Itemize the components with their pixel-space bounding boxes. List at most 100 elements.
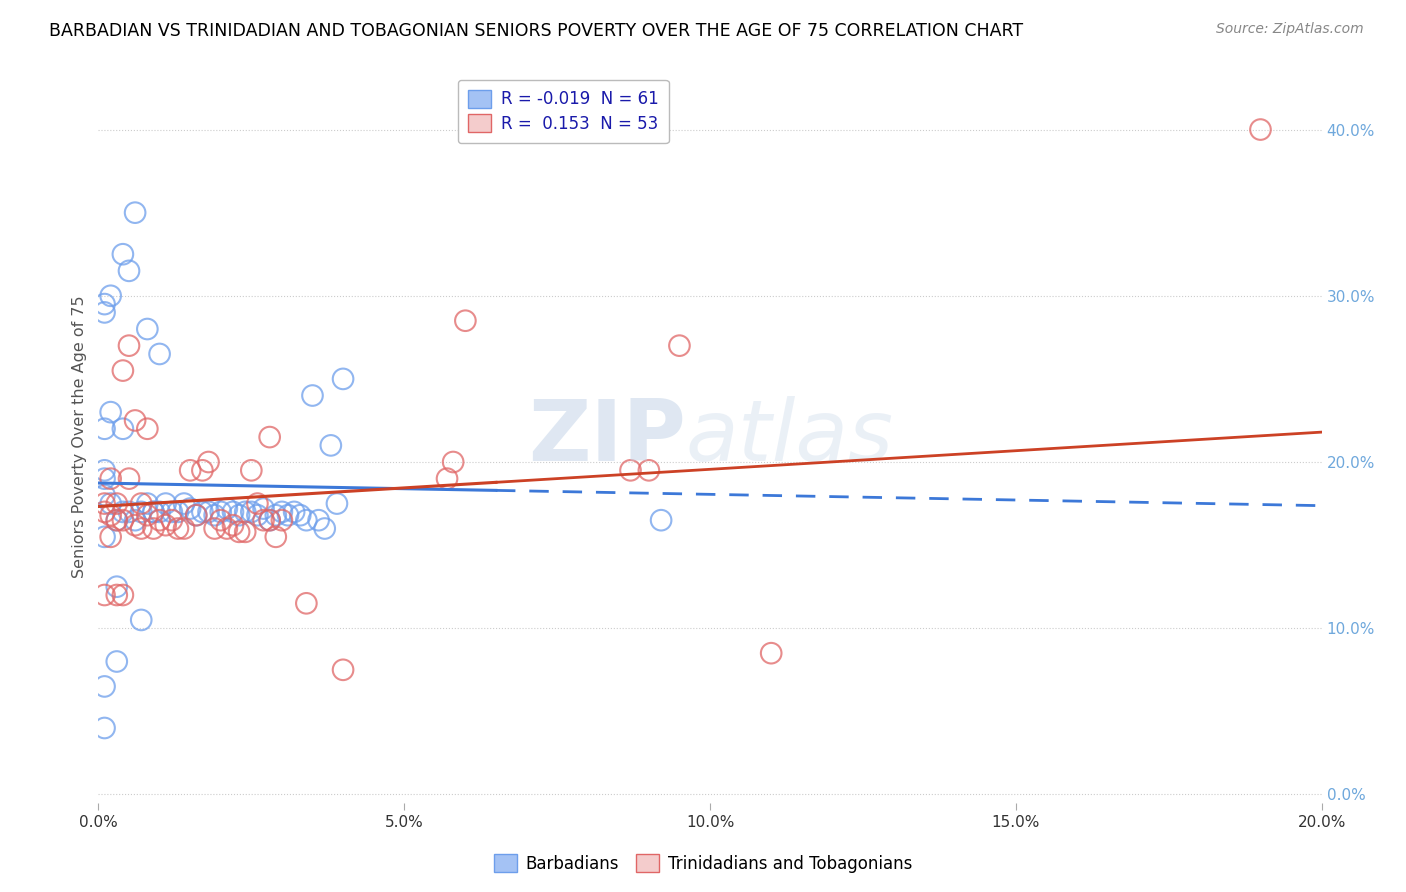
Point bbox=[111, 505, 134, 519]
Point bbox=[105, 655, 128, 669]
Point bbox=[222, 518, 245, 533]
Point bbox=[129, 497, 152, 511]
Point bbox=[105, 513, 128, 527]
Point bbox=[111, 363, 134, 377]
Point bbox=[100, 405, 122, 419]
Text: atlas: atlas bbox=[686, 395, 894, 479]
Point bbox=[233, 524, 256, 539]
Point bbox=[118, 505, 141, 519]
Point bbox=[149, 505, 172, 519]
Point bbox=[173, 521, 195, 535]
Point bbox=[136, 322, 159, 336]
Point bbox=[179, 463, 201, 477]
Point bbox=[93, 588, 115, 602]
Point bbox=[228, 524, 250, 539]
Point bbox=[186, 508, 208, 523]
Text: BARBADIAN VS TRINIDADIAN AND TOBAGONIAN SENIORS POVERTY OVER THE AGE OF 75 CORRE: BARBADIAN VS TRINIDADIAN AND TOBAGONIAN … bbox=[49, 22, 1024, 40]
Point bbox=[100, 497, 122, 511]
Text: Source: ZipAtlas.com: Source: ZipAtlas.com bbox=[1216, 22, 1364, 37]
Point bbox=[264, 530, 287, 544]
Point bbox=[93, 505, 115, 519]
Point bbox=[100, 472, 122, 486]
Point bbox=[650, 513, 672, 527]
Point bbox=[111, 588, 134, 602]
Point bbox=[215, 501, 238, 516]
Point bbox=[105, 497, 128, 511]
Point bbox=[204, 521, 226, 535]
Point bbox=[93, 472, 115, 486]
Point bbox=[111, 513, 134, 527]
Point bbox=[259, 513, 281, 527]
Point bbox=[209, 505, 232, 519]
Point bbox=[240, 463, 263, 477]
Point bbox=[149, 513, 172, 527]
Point bbox=[332, 663, 354, 677]
Point bbox=[246, 497, 269, 511]
Point bbox=[124, 513, 146, 527]
Point bbox=[637, 463, 661, 477]
Point bbox=[160, 513, 183, 527]
Point bbox=[436, 472, 458, 486]
Point bbox=[283, 505, 305, 519]
Point bbox=[118, 264, 141, 278]
Point bbox=[93, 721, 115, 735]
Point bbox=[197, 505, 219, 519]
Point bbox=[124, 518, 146, 533]
Point bbox=[259, 513, 281, 527]
Point bbox=[93, 497, 115, 511]
Point bbox=[301, 388, 323, 402]
Point bbox=[215, 521, 238, 535]
Point bbox=[93, 422, 115, 436]
Point bbox=[149, 347, 172, 361]
Point bbox=[209, 513, 232, 527]
Point bbox=[295, 596, 318, 610]
Point bbox=[252, 501, 274, 516]
Point bbox=[118, 472, 141, 486]
Point bbox=[332, 372, 354, 386]
Point bbox=[129, 521, 152, 535]
Point bbox=[93, 305, 115, 319]
Point bbox=[124, 413, 146, 427]
Point bbox=[240, 505, 263, 519]
Point bbox=[129, 613, 152, 627]
Point bbox=[155, 497, 177, 511]
Point bbox=[246, 508, 269, 523]
Point bbox=[160, 505, 183, 519]
Point bbox=[100, 530, 122, 544]
Point bbox=[290, 508, 312, 523]
Point bbox=[93, 488, 115, 502]
Point bbox=[111, 247, 134, 261]
Point bbox=[270, 513, 292, 527]
Point bbox=[142, 505, 165, 519]
Point bbox=[308, 513, 330, 527]
Point bbox=[319, 438, 342, 452]
Point bbox=[326, 497, 349, 511]
Legend: R = -0.019  N = 61, R =  0.153  N = 53: R = -0.019 N = 61, R = 0.153 N = 53 bbox=[458, 79, 669, 143]
Text: ZIP: ZIP bbox=[527, 395, 686, 479]
Point bbox=[252, 513, 274, 527]
Point bbox=[129, 505, 152, 519]
Legend: Barbadians, Trinidadians and Tobagonians: Barbadians, Trinidadians and Tobagonians bbox=[488, 847, 918, 880]
Point bbox=[118, 338, 141, 352]
Point bbox=[93, 463, 115, 477]
Point bbox=[173, 497, 195, 511]
Point bbox=[136, 508, 159, 523]
Point bbox=[186, 508, 208, 523]
Point bbox=[142, 505, 165, 519]
Point bbox=[454, 314, 477, 328]
Point bbox=[111, 422, 134, 436]
Point bbox=[295, 513, 318, 527]
Point bbox=[100, 289, 122, 303]
Point bbox=[93, 297, 115, 311]
Point bbox=[93, 530, 115, 544]
Point bbox=[668, 338, 690, 352]
Point bbox=[93, 680, 115, 694]
Point bbox=[759, 646, 782, 660]
Point bbox=[191, 463, 214, 477]
Point bbox=[222, 505, 245, 519]
Point bbox=[136, 497, 159, 511]
Point bbox=[264, 508, 287, 523]
Point bbox=[441, 455, 464, 469]
Point bbox=[100, 508, 122, 523]
Point bbox=[105, 588, 128, 602]
